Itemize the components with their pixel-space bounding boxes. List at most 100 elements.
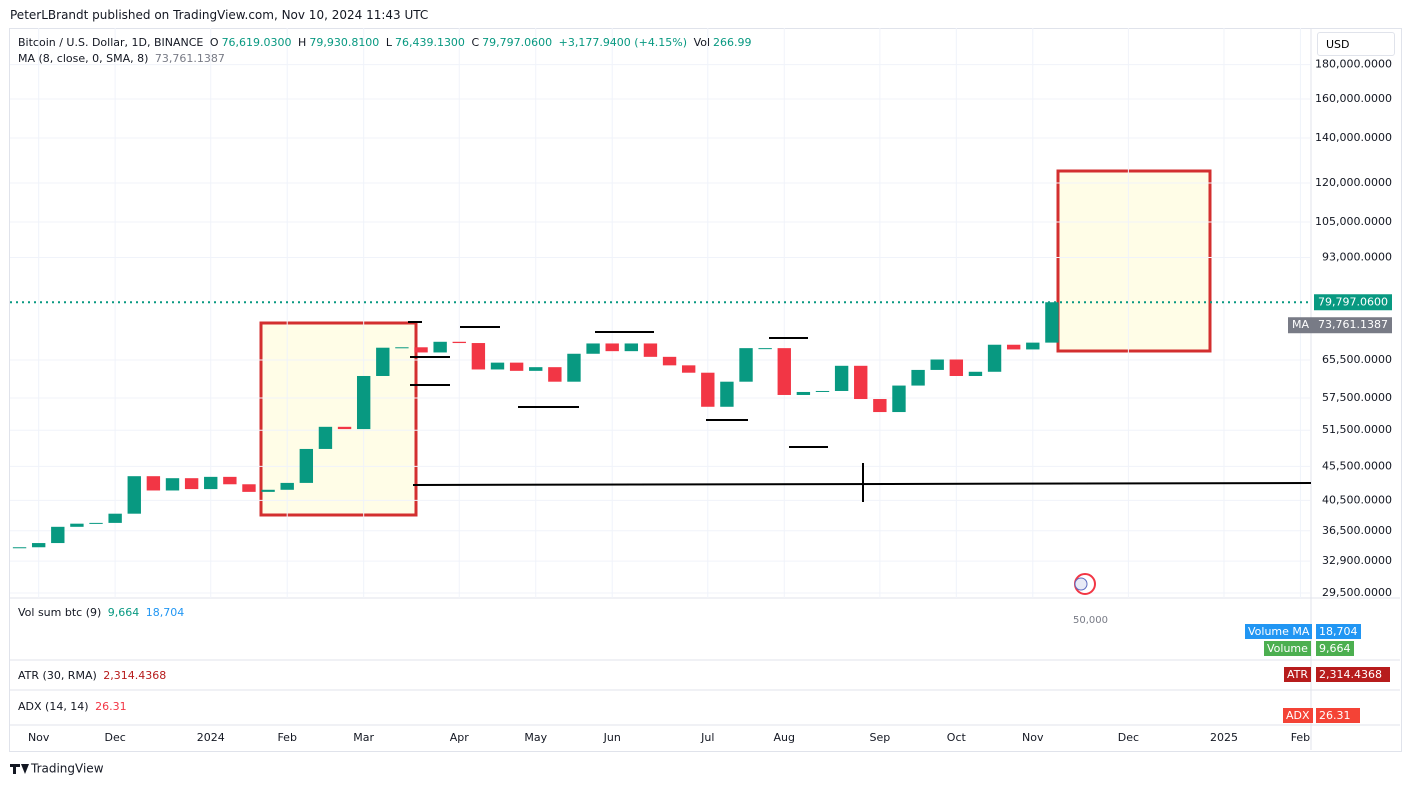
candle	[12, 547, 27, 549]
legend-key: C	[471, 36, 480, 49]
ma-legend: MA (8, close, 0, SMA, 8) 73,761.1387	[18, 52, 228, 65]
candle	[529, 367, 543, 371]
x-tick-label: Dec	[104, 731, 125, 744]
candle	[624, 343, 639, 352]
candle	[701, 372, 715, 407]
badge: ADX	[1283, 708, 1313, 723]
badge-value: 18,704	[1316, 624, 1361, 639]
candle	[337, 426, 352, 430]
y-tick-label: 57,500.0000	[1322, 391, 1392, 404]
logo	[10, 764, 29, 774]
currency-button[interactable]: USD	[1317, 32, 1395, 56]
x-tick-label: Apr	[450, 731, 470, 744]
badge: Volume MA	[1245, 624, 1313, 639]
trend-lines	[408, 321, 1312, 502]
legend-change: +3,177.9400 (+4.15%)	[558, 36, 688, 49]
badge-value: 9,664	[1316, 641, 1354, 656]
y-tick-label: 29,500.0000	[1322, 586, 1392, 599]
candle	[567, 353, 581, 382]
candle	[356, 375, 371, 430]
y-tick-label: 51,500.0000	[1322, 423, 1392, 436]
ma-label: 73,761.1387	[1318, 318, 1388, 331]
candle	[318, 426, 333, 449]
plot-area	[10, 28, 1310, 598]
legend-value: 76,439.1300	[394, 36, 465, 49]
y-tick-label: 40,500.0000	[1322, 493, 1392, 506]
candle	[720, 381, 734, 407]
candle	[127, 476, 141, 514]
x-tick-label: Feb	[277, 731, 296, 744]
candle	[70, 523, 84, 527]
byline: PeterLBrandt published on TradingView.co…	[10, 8, 429, 22]
ma-value: 73,761.1387	[154, 52, 225, 65]
legend-key: O	[209, 36, 219, 49]
ma-name: MA (8, close, 0, SMA, 8)	[18, 52, 149, 65]
x-tick-label: Sep	[869, 731, 890, 744]
candle	[643, 343, 658, 357]
badge-value: 2,314.4368	[1316, 667, 1390, 682]
price-badge	[1314, 294, 1392, 311]
candle	[452, 341, 466, 344]
candle	[471, 343, 486, 370]
candle	[223, 476, 237, 485]
event-icon	[1074, 573, 1096, 595]
candle	[854, 365, 868, 400]
x-tick-label: 2024	[197, 731, 225, 744]
volume-legend: Vol sum btc (9) 9,664 18,704	[18, 606, 187, 619]
candle	[777, 348, 791, 395]
badge-value: 26.31	[1316, 708, 1360, 723]
candle	[509, 362, 524, 371]
legend-key: H	[298, 36, 307, 49]
y-tick-label: 180,000.0000	[1315, 58, 1392, 71]
candle	[242, 484, 256, 492]
symbol: Bitcoin / U.S. Dollar, 1D, BINANCE	[18, 36, 204, 49]
candle	[758, 348, 772, 350]
brand: TradingView	[30, 762, 104, 776]
pane-value: 2,314.4368	[103, 669, 167, 682]
x-tick-label: Mar	[353, 731, 374, 744]
pane-value: 26.31	[95, 700, 127, 713]
pane-title: Vol sum btc (9)	[18, 606, 102, 619]
x-tick-label: May	[524, 731, 547, 744]
pane-value: 9,664	[107, 606, 140, 619]
candle	[414, 347, 428, 353]
badge: ATR	[1284, 667, 1312, 682]
candle	[1006, 344, 1021, 350]
candle	[395, 347, 409, 349]
candle	[490, 362, 505, 370]
x-tick-label: Aug	[774, 731, 795, 744]
candle	[89, 522, 103, 524]
candle	[280, 482, 294, 490]
candle	[796, 391, 811, 395]
badge: Volume	[1264, 641, 1311, 656]
y-tick-label: 105,000.0000	[1315, 215, 1392, 228]
candle	[184, 478, 199, 490]
candle	[51, 526, 65, 544]
event-flag	[1074, 577, 1088, 591]
candle	[911, 369, 925, 386]
candle	[815, 390, 830, 392]
candle	[605, 343, 619, 352]
pane-value: 18,704	[145, 606, 185, 619]
x-tick-label: 2025	[1210, 731, 1238, 744]
x-tick-label: Oct	[947, 731, 967, 744]
pane-title: ADX (14, 14)	[18, 700, 89, 713]
candle	[299, 448, 314, 483]
x-tick-label: Nov	[1022, 731, 1044, 744]
candle	[873, 399, 887, 413]
y-tick-label: 32,900.0000	[1322, 554, 1392, 567]
y-tick-label: 65,500.0000	[1322, 353, 1392, 366]
ma-name: MA	[1292, 318, 1309, 331]
candle	[31, 543, 46, 548]
candle	[834, 365, 849, 391]
y-tick-label: 36,500.0000	[1322, 524, 1392, 537]
legend-value: 79,797.0600	[482, 36, 553, 49]
candle	[108, 513, 122, 523]
legend-key: L	[385, 36, 392, 49]
ma-badge	[1288, 317, 1392, 334]
y-tick-label: 120,000.0000	[1315, 176, 1392, 189]
x-tick-label: Jun	[603, 731, 621, 744]
candle	[1026, 342, 1040, 350]
